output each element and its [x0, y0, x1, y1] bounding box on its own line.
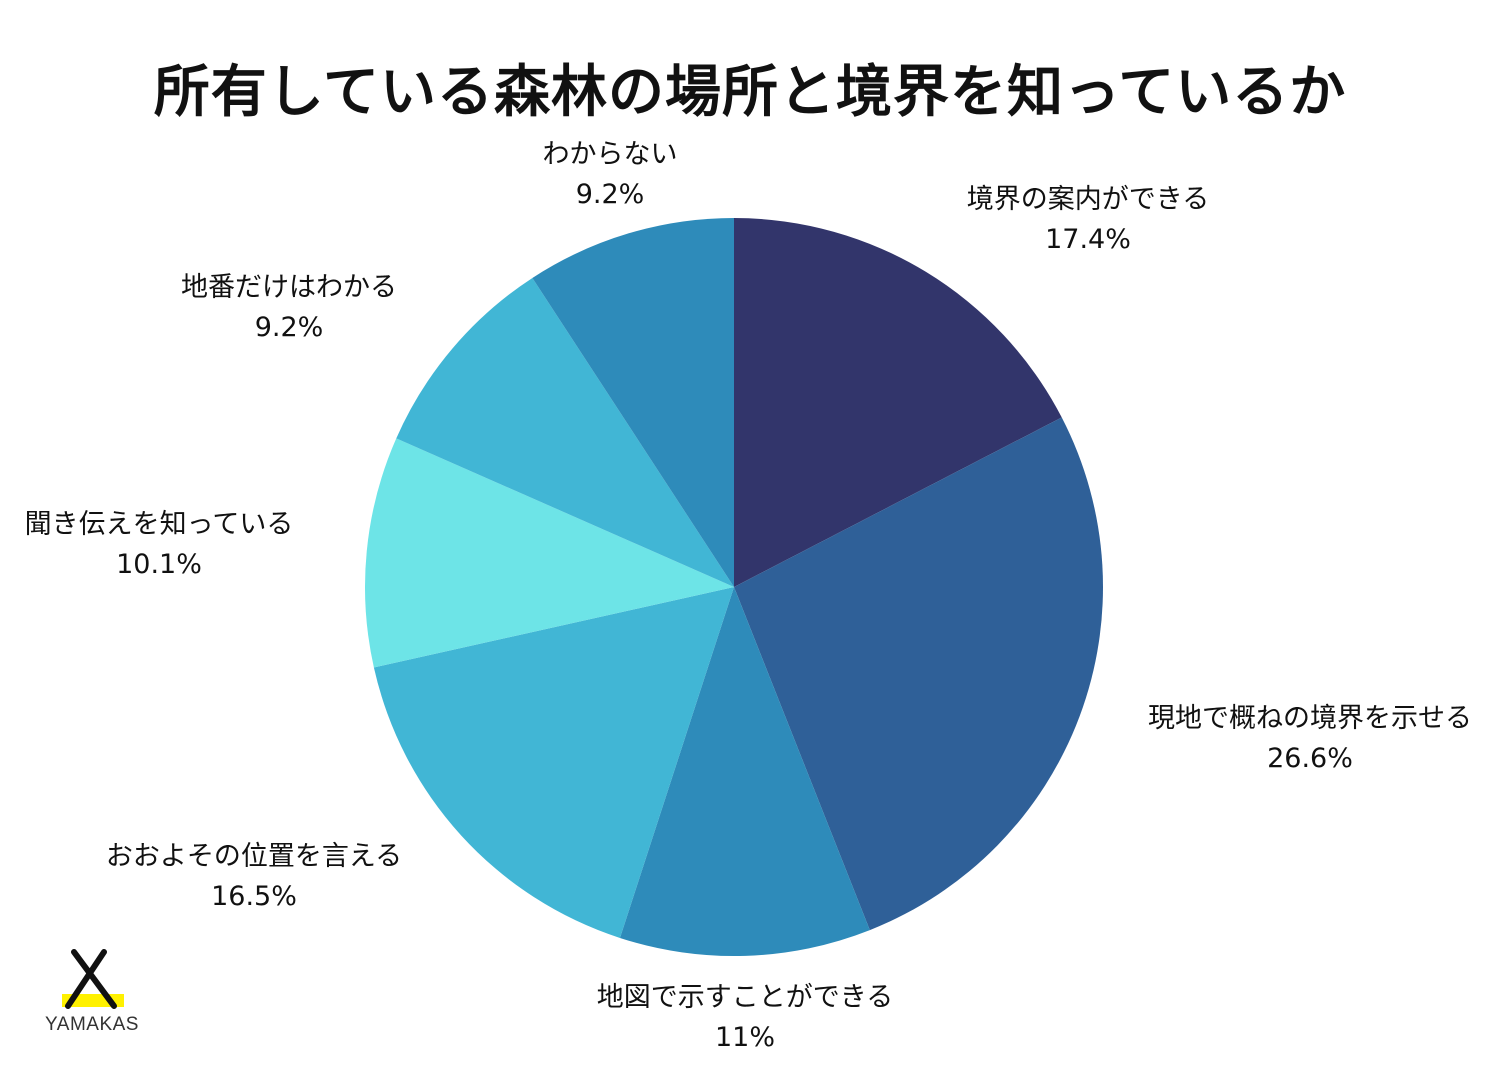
slice-name: 地図で示すことができる: [596, 982, 894, 1013]
slice-value: 16.5%: [211, 881, 297, 912]
slice-name: 境界の案内ができる: [966, 184, 1210, 215]
slice-label-4: 聞き伝えを知っている 10.1%: [25, 505, 294, 585]
slice-name: 現地で概ねの境界を示せる: [1148, 703, 1472, 734]
slice-value: 17.4%: [1045, 224, 1131, 255]
pie-slice-2: [619, 587, 870, 957]
slice-value: 9.2%: [575, 179, 645, 210]
pie-slice-4: [365, 438, 734, 668]
logo-text: YAMAKAS: [45, 1014, 139, 1035]
slice-label-6: わからない 9.2%: [543, 135, 678, 215]
slice-label-2: 地図で示すことができる 11%: [597, 978, 893, 1058]
slice-value: 11%: [714, 1022, 775, 1053]
pie-slice-5: [396, 277, 734, 587]
slice-name: おおよその位置を言える: [105, 841, 403, 872]
slice-label-0: 境界の案内ができる 17.4%: [967, 180, 1209, 260]
slice-value: 9.2%: [254, 312, 324, 343]
pie-slice-1: [734, 417, 1103, 931]
pie-slice-0: [734, 218, 1062, 587]
yamakas-logo-icon: [62, 949, 124, 1009]
slice-name: 聞き伝えを知っている: [24, 509, 294, 540]
slice-name: わからない: [542, 139, 678, 170]
slice-label-5: 地番だけはわかる 9.2%: [181, 268, 397, 348]
chart-title: 所有している森林の場所と境界を知っているか: [153, 60, 1347, 125]
pie-slice-3: [373, 587, 734, 938]
slice-value: 26.6%: [1267, 743, 1353, 774]
slice-value: 10.1%: [116, 549, 202, 580]
slice-name: 地番だけはわかる: [181, 272, 397, 303]
pie-slice-6: [532, 218, 734, 587]
slice-label-1: 現地で概ねの境界を示せる 26.6%: [1148, 699, 1472, 779]
slice-label-3: おおよその位置を言える 16.5%: [106, 837, 402, 917]
